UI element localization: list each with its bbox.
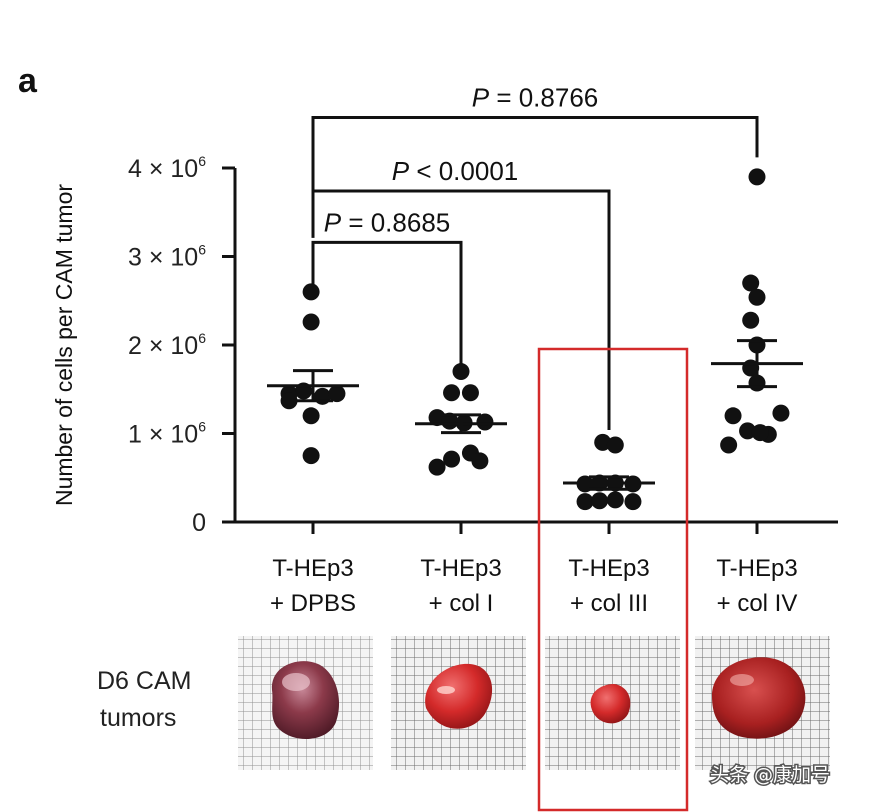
comparison-label: P < 0.0001 [392, 156, 519, 186]
data-point [476, 413, 494, 431]
watermark: 头条 @康加号 [709, 763, 832, 788]
data-point [576, 493, 594, 511]
data-point [772, 404, 790, 422]
category-label-line2: + col IV [717, 590, 798, 617]
data-point [748, 288, 766, 306]
tumor-photo-dpbs [238, 636, 373, 770]
y-tick-label-4: 4 × 106 [128, 153, 206, 183]
comparison-0: P = 0.8685 [311, 207, 463, 373]
tumor-photo-col-i [391, 636, 526, 770]
comparison-1: P < 0.0001 [311, 156, 611, 430]
category-label-line1: T-HEp3 [716, 555, 797, 582]
y-tick-label-0: 0 [192, 509, 206, 537]
y-axis-label: Number of cells per CAM tumor [51, 184, 77, 506]
category-label-line2: + col I [429, 590, 494, 617]
category-label-line1: T-HEp3 [568, 555, 649, 582]
data-point [724, 407, 742, 425]
data-point [742, 311, 760, 329]
category-label-line2: + DPBS [270, 590, 356, 617]
comparison-bracket [311, 189, 611, 430]
data-point [742, 274, 760, 292]
highlight-box [537, 347, 689, 812]
row-label-line1: D6 CAM [97, 667, 191, 695]
category-labels: T-HEp3 + DPBS T-HEp3 + col I T-HEp3 + col III… [270, 555, 798, 617]
y-tick-label-3: 3 × 106 [128, 242, 206, 272]
data-point [748, 168, 766, 186]
comparison-label: P = 0.8766 [472, 83, 599, 113]
category-label-line2: + col III [570, 590, 648, 617]
x-axis-ticks [311, 522, 759, 534]
panel-label: a [18, 62, 38, 100]
data-point [428, 458, 446, 476]
y-axis-ticks: 0 1 × 106 2 × 106 3 × 106 4 × 106 [128, 153, 235, 537]
data-point [443, 384, 461, 402]
data-point [720, 436, 738, 454]
y-tick-label-2: 2 × 106 [128, 330, 206, 360]
data-point [452, 363, 470, 381]
data-point [441, 412, 459, 430]
data-point [302, 283, 320, 301]
comparison-bracket [311, 116, 759, 201]
data-point [302, 407, 320, 425]
group-3 [711, 168, 803, 454]
data-point [591, 492, 609, 510]
data-point [594, 433, 612, 451]
data-point [751, 424, 769, 442]
comparison-2: P = 0.8766 [311, 83, 759, 201]
group-1 [415, 363, 507, 476]
comparison-bracket [311, 240, 463, 373]
comparison-label: P = 0.8685 [324, 207, 451, 237]
data-point [302, 447, 320, 465]
group-0 [267, 283, 359, 465]
group-2 [563, 433, 655, 511]
data-point [606, 436, 624, 454]
data-point [313, 387, 331, 405]
y-tick-label-1: 1 × 106 [128, 419, 206, 449]
category-label-line1: T-HEp3 [420, 555, 501, 582]
tumor-photo-col-iv [695, 636, 830, 770]
data-point [443, 450, 461, 468]
svg-text:头条 @康加号: 头条 @康加号 [710, 764, 830, 786]
data-point [280, 392, 298, 410]
row-label-line2: tumors [100, 704, 176, 732]
tumor-photos [238, 636, 830, 770]
data-point [739, 422, 757, 440]
data-point [606, 491, 624, 509]
data-point [328, 385, 346, 403]
data-groups [267, 168, 803, 511]
data-point [471, 452, 489, 470]
tumor-photo-col-iii [545, 636, 680, 770]
data-point [624, 493, 642, 511]
data-point [461, 384, 479, 402]
data-point [302, 313, 320, 331]
category-label-line1: T-HEp3 [272, 555, 353, 582]
significance-brackets: P = 0.8685 P < 0.0001 P = 0.8766 [311, 83, 759, 430]
